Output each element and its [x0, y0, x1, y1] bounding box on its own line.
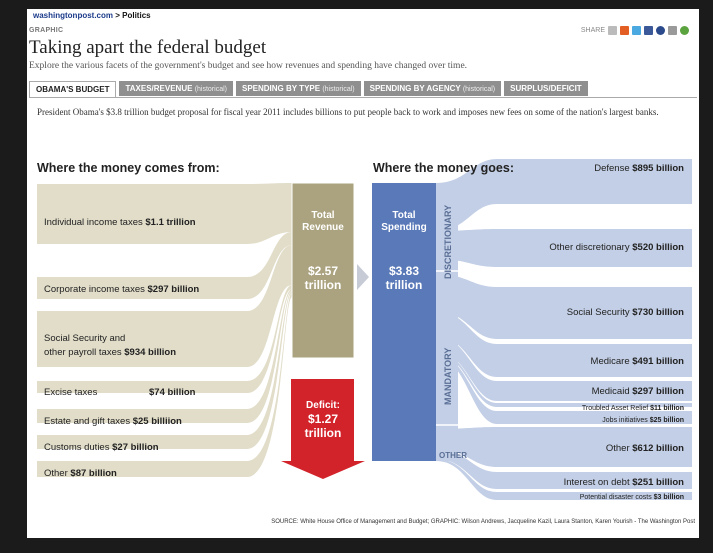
flow-estate-taxes — [37, 289, 292, 423]
flow-payroll-taxes — [37, 245, 292, 367]
deficit-value-line1: $1.27 — [308, 412, 338, 426]
graphic-panel: washingtonpost.com > Politics GRAPHIC SH… — [27, 9, 699, 538]
use-label-other-spending: Other $612 billion — [606, 443, 684, 454]
share-more-icon[interactable] — [680, 26, 689, 35]
flow-other-spending — [436, 427, 692, 467]
revenue-value-line2: trillion — [305, 278, 342, 292]
source-label-payroll-line1: Social Security and — [44, 333, 125, 344]
tab-label: SPENDING BY TYPE — [241, 84, 321, 93]
tab-label: SPENDING BY AGENCY — [369, 84, 461, 93]
spending-value-line2: trillion — [386, 278, 423, 292]
revenue-flows — [37, 183, 292, 477]
source-labels: Individual income taxes $1.1 trillion Co… — [44, 217, 199, 479]
facebook-icon[interactable] — [644, 26, 653, 35]
use-label-interest: Interest on debt $251 billion — [564, 477, 685, 488]
use-label-medicare: Medicare $491 billion — [591, 356, 685, 367]
use-label-jobs: Jobs initiatives $25 billion — [602, 417, 684, 424]
tab-label: TAXES/REVENUE — [125, 84, 193, 93]
revenue-box: Total Revenue $2.57 trillion — [291, 182, 355, 359]
source-label-other: Other $87 billion — [44, 468, 117, 479]
flow-excise-taxes — [37, 285, 292, 393]
use-label-disaster: Potential disaster costs $3 billion — [580, 494, 684, 501]
tab-spending-by-type[interactable]: SPENDING BY TYPE (historical) — [235, 81, 361, 96]
stumble-icon[interactable] — [668, 26, 677, 35]
spending-value-line1: $3.83 — [389, 264, 419, 278]
use-label-tarp: Troubled Asset Relief $11 billion — [582, 405, 684, 412]
tab-bar: OBAMA'S BUDGET TAXES/REVENUE (historical… — [29, 81, 588, 97]
source-label-individual: Individual income taxes $1.1 trillion — [44, 217, 196, 228]
use-label-defense: Defense $895 billion — [594, 163, 684, 174]
flow-arrow-icon — [357, 264, 369, 290]
email-icon[interactable] — [608, 26, 617, 35]
category-discretionary: DISCRETIONARY — [443, 205, 453, 279]
spending-title-line1: Total — [392, 210, 415, 221]
source-label-payroll-line2: other payroll taxes $934 billion — [44, 347, 176, 358]
twitter-icon[interactable] — [632, 26, 641, 35]
breadcrumb-site-link[interactable]: washingtonpost.com — [33, 11, 113, 20]
revenue-title-line1: Total — [311, 210, 334, 221]
flow-disaster — [436, 459, 692, 500]
source-credit: SOURCE: White House Office of Management… — [271, 519, 695, 525]
source-label-corporate: Corporate income taxes $297 billion — [44, 284, 199, 295]
page-subtitle: Explore the various facets of the govern… — [29, 61, 468, 71]
category-other: OTHER — [439, 451, 467, 460]
flow-social-security — [436, 274, 692, 339]
tab-note: (historical) — [322, 86, 355, 93]
tab-surplus-deficit[interactable]: SURPLUS/DEFICIT — [504, 81, 588, 96]
spending-title-line2: Spending — [381, 222, 427, 233]
tab-label: SURPLUS/DEFICIT — [510, 84, 582, 93]
use-label-social-security: Social Security $730 billion — [567, 307, 684, 318]
right-heading: Where the money goes: — [373, 161, 514, 175]
flow-individual-income — [37, 183, 292, 244]
tab-note: (historical) — [462, 86, 496, 93]
revenue-value-line1: $2.57 — [308, 264, 338, 278]
delicious-icon[interactable] — [656, 26, 665, 35]
use-label-other-discretionary: Other discretionary $520 billion — [549, 242, 684, 253]
budget-flow-diagram: Where the money comes from: Where the mo… — [37, 159, 692, 501]
revenue-title-line2: Revenue — [302, 222, 344, 233]
page-title: Taking apart the federal budget — [29, 37, 267, 58]
spending-flows — [436, 159, 692, 500]
flow-jobs — [436, 354, 692, 424]
tab-note: (historical) — [194, 86, 227, 93]
tab-spending-by-agency[interactable]: SPENDING BY AGENCY (historical) — [363, 81, 502, 96]
deficit-value-line2: trillion — [305, 426, 342, 440]
category-bands: DISCRETIONARY MANDATORY OTHER — [436, 183, 467, 461]
flow-medicare — [436, 311, 692, 377]
deficit-title: Deficit: — [306, 400, 340, 411]
tab-underline — [29, 97, 697, 98]
tab-label: OBAMA'S BUDGET — [36, 85, 110, 94]
breadcrumb: washingtonpost.com > Politics — [33, 11, 151, 20]
tab-obamas-budget[interactable]: OBAMA'S BUDGET — [29, 81, 117, 97]
deficit-arrow: Deficit: $1.27 trillion — [281, 379, 365, 479]
tab-taxes-revenue[interactable]: TAXES/REVENUE (historical) — [119, 81, 233, 96]
graphic-label: GRAPHIC — [29, 27, 64, 34]
flow-other-discretionary — [436, 229, 692, 267]
breadcrumb-section-link[interactable]: Politics — [122, 11, 151, 20]
spending-box: Total Spending $3.83 trillion — [372, 183, 436, 461]
source-label-excise: Excise taxes — [44, 387, 98, 398]
source-label-customs: Customs duties $27 billion — [44, 442, 159, 453]
share-label: SHARE — [580, 27, 605, 34]
intro-text: President Obama's $3.8 trillion budget p… — [37, 107, 659, 117]
category-mandatory: MANDATORY — [443, 348, 453, 405]
flow-corporate-income — [37, 232, 292, 299]
digg-icon[interactable] — [620, 26, 629, 35]
share-bar: SHARE — [581, 26, 689, 35]
use-label-medicaid: Medicaid $297 billion — [592, 386, 685, 397]
flow-defense — [436, 159, 692, 231]
flow-interest — [436, 449, 692, 489]
source-label-estate: Estate and gift taxes $25 billiion — [44, 416, 182, 427]
flow-medicaid — [436, 336, 692, 401]
left-heading: Where the money comes from: — [37, 161, 220, 175]
breadcrumb-separator: > — [115, 11, 120, 20]
source-amount-excise: $74 billion — [149, 387, 196, 398]
use-labels: Defense $895 billion Other discretionary… — [549, 163, 684, 501]
